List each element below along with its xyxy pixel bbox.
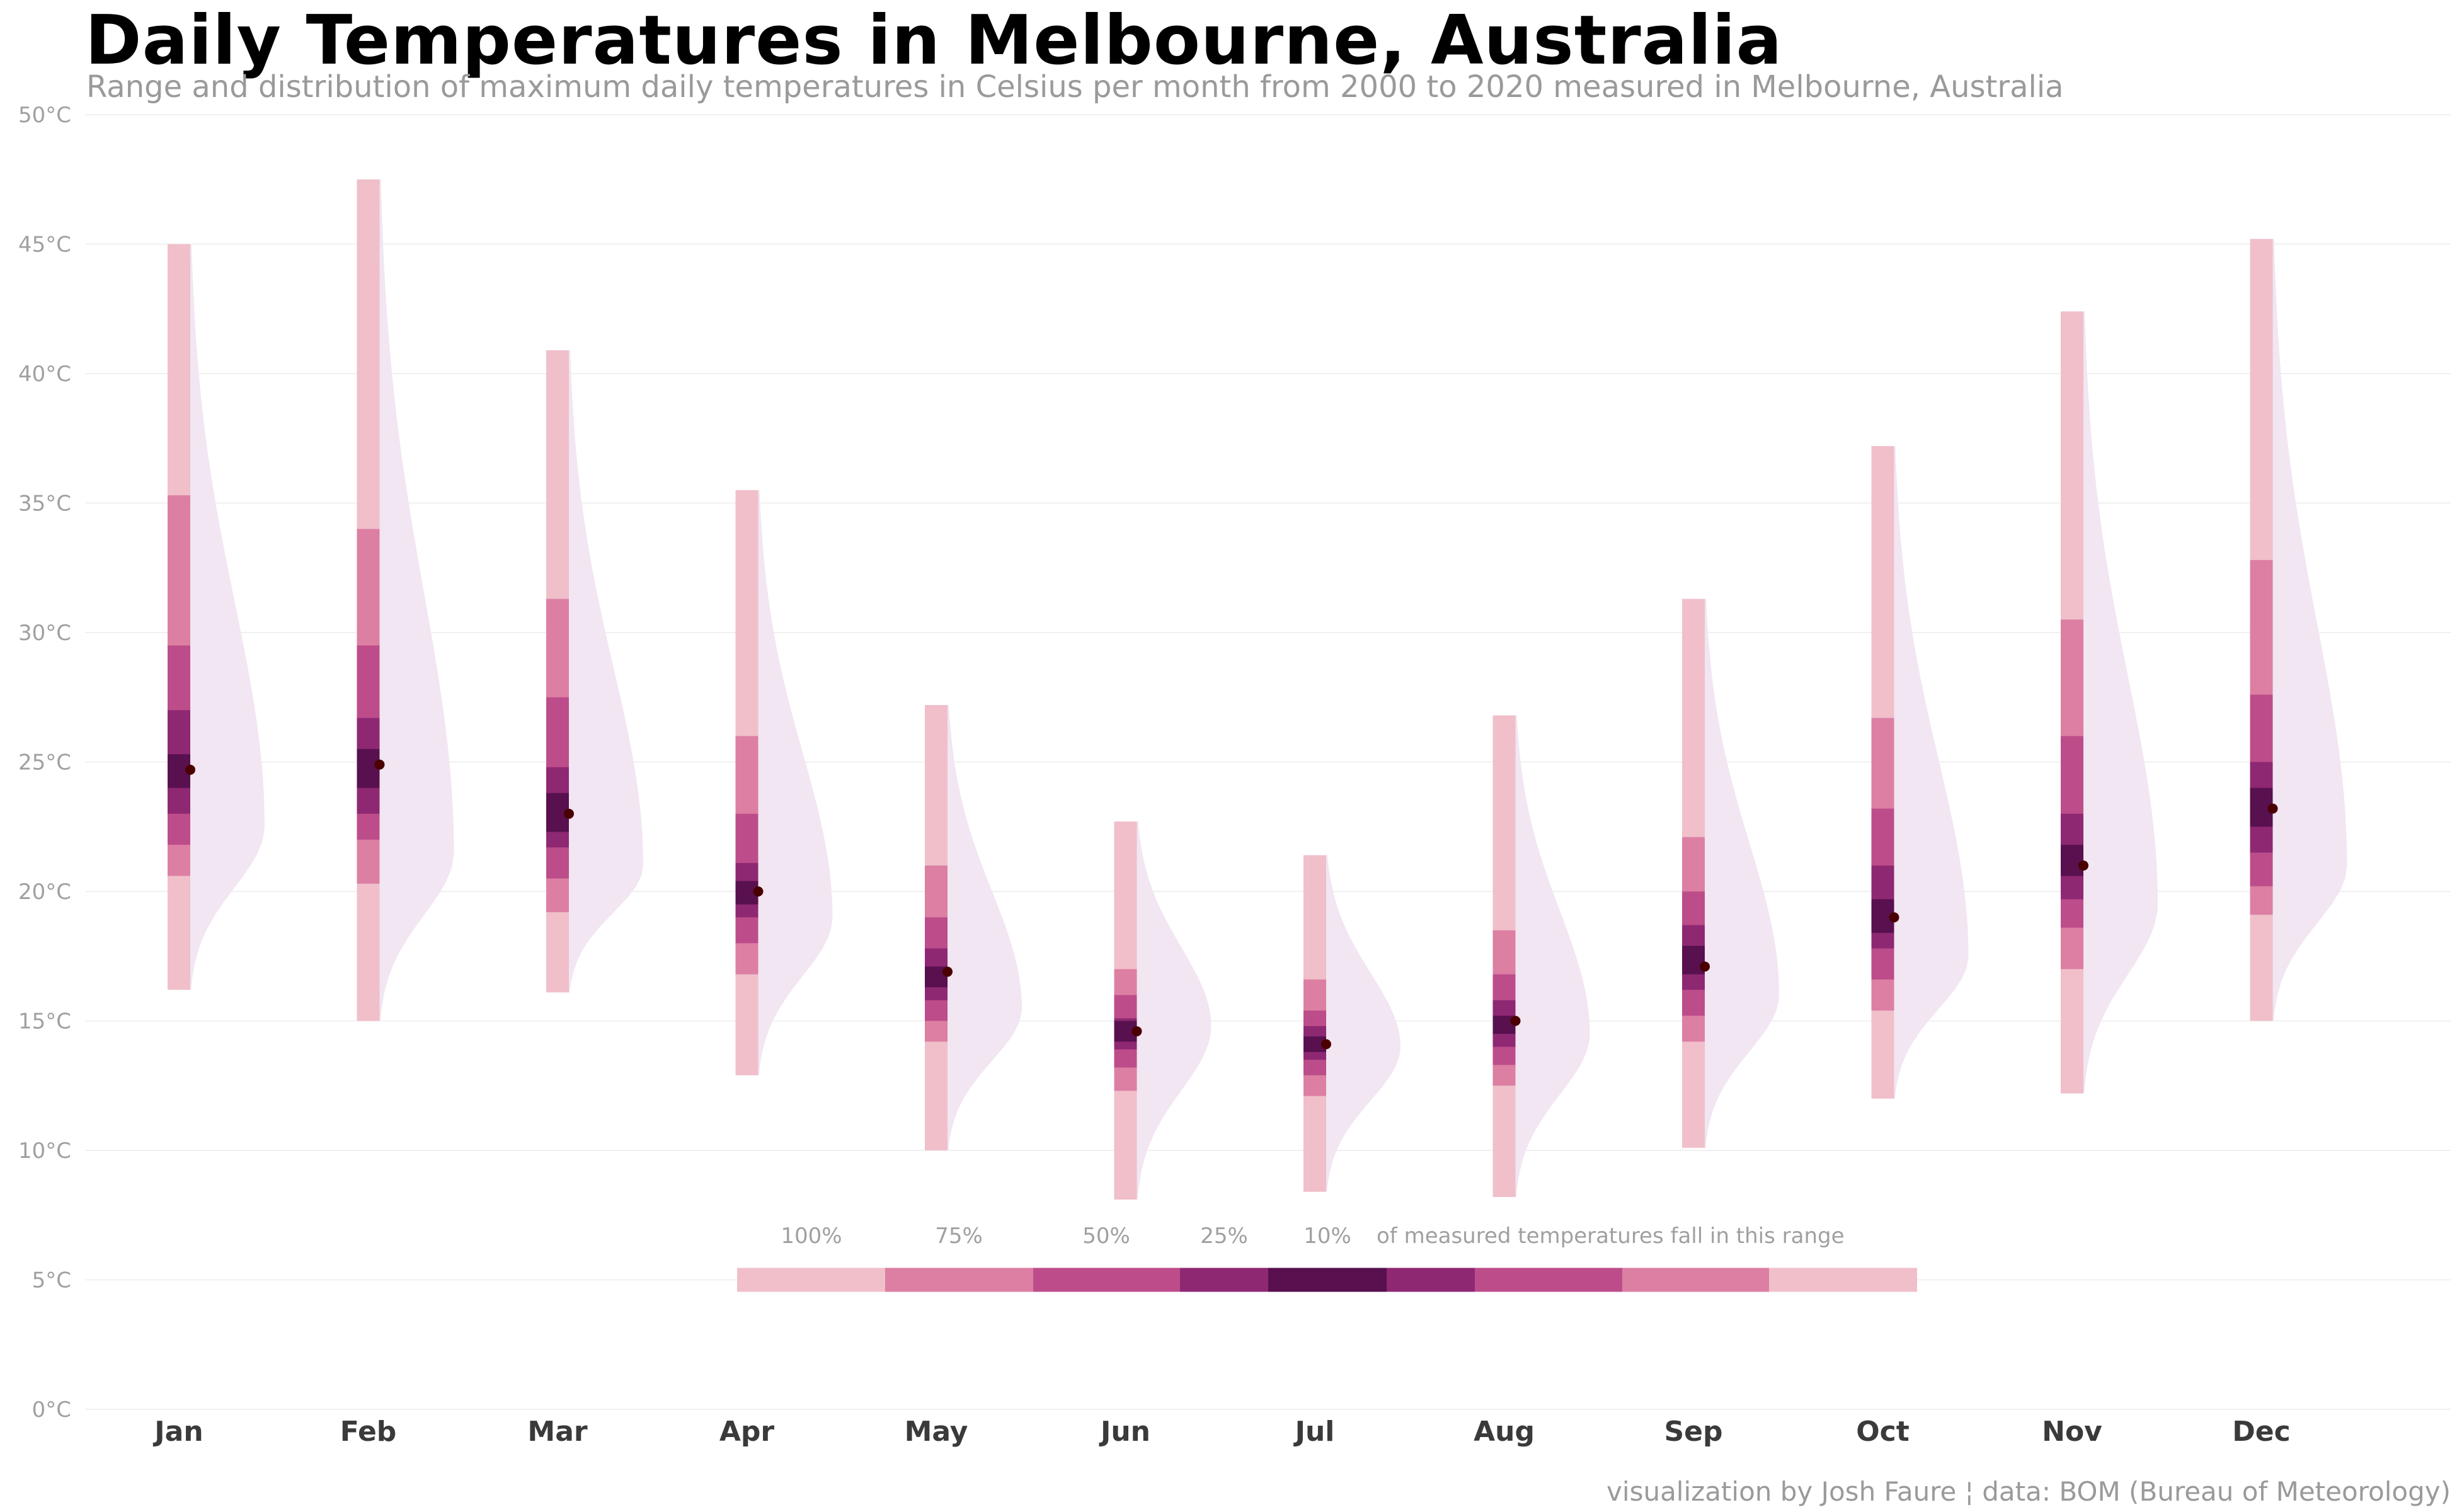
legend-label: 50% [1082, 1223, 1130, 1249]
median-point-dec [2267, 803, 2278, 814]
median-point-jan [185, 764, 195, 775]
x-tick-label: Jul [1293, 1416, 1335, 1448]
median-point-mar [564, 808, 574, 819]
chart-subtitle: Range and distribution of maximum daily … [86, 69, 2064, 105]
x-tick-label: Sep [1664, 1416, 1722, 1448]
y-tick-label: 20°C [18, 879, 71, 905]
x-tick-label: Aug [1474, 1416, 1535, 1448]
legend-swatch-100 [1769, 1268, 1917, 1292]
chart-title: Daily Temperatures in Melbourne, Austral… [85, 1, 1783, 80]
legend-swatch-75 [1622, 1268, 1769, 1292]
density-jan [189, 244, 265, 990]
interval-bar-feb-10 [357, 748, 380, 788]
median-layer [185, 759, 2278, 1050]
x-tick-label: Feb [340, 1416, 397, 1448]
y-tick-label: 35°C [18, 491, 71, 517]
density-sep [1704, 598, 1779, 1148]
density-may [946, 705, 1022, 1150]
legend-swatch-50 [1033, 1268, 1180, 1292]
y-tick-label: 30°C [18, 621, 71, 646]
legend-label: 100% [781, 1223, 842, 1249]
axis-layer: 0°C 5°C 10°C 15°C 20°C 25°C 30°C 35°C 40°C 45°C 50… [18, 103, 2291, 1448]
grid-layer [85, 114, 2451, 1410]
x-tick-label: Nov [2042, 1416, 2102, 1448]
density-oct [1893, 446, 1969, 1099]
median-point-sep [1700, 961, 1710, 972]
median-point-apr [753, 886, 764, 896]
median-point-jul [1321, 1039, 1331, 1050]
density-aug [1514, 715, 1590, 1197]
legend: 100% 75% 50% 25% 10% of measured temperatures… [737, 1223, 1917, 1292]
density-feb [378, 179, 454, 1021]
median-point-feb [374, 759, 385, 770]
legend-description: of measured temperatures fall in this ra… [1377, 1223, 1845, 1249]
median-point-oct [1889, 912, 1899, 923]
density-mar [568, 350, 643, 993]
y-tick-label: 15°C [18, 1009, 71, 1034]
density-dec [2271, 239, 2347, 1021]
y-tick-label: 25°C [18, 750, 71, 776]
median-point-aug [1510, 1016, 1521, 1026]
legend-swatch-50 [1475, 1268, 1622, 1292]
density-nov [2082, 311, 2158, 1094]
x-tick-label: Jan [152, 1416, 203, 1448]
median-point-nov [2078, 860, 2088, 871]
median-point-jun [1131, 1026, 1142, 1036]
x-tick-label: Mar [527, 1416, 587, 1448]
legend-swatch-25 [1387, 1268, 1475, 1292]
legend-label: 75% [935, 1223, 983, 1249]
x-tick-label: Jun [1099, 1416, 1150, 1448]
chart-caption: visualization by Josh Faure ¦ data: BOM … [1606, 1476, 2451, 1507]
y-tick-label: 45°C [18, 232, 71, 258]
x-tick-label: Apr [719, 1416, 775, 1448]
y-tick-label: 50°C [18, 103, 71, 128]
legend-swatch-100 [737, 1268, 885, 1292]
density-jun [1135, 822, 1211, 1200]
density-layer [189, 179, 2347, 1200]
density-apr [757, 490, 833, 1075]
density-jul [1325, 855, 1400, 1192]
y-tick-label: 0°C [32, 1397, 71, 1423]
legend-swatch-10 [1268, 1268, 1387, 1292]
x-tick-label: May [905, 1416, 968, 1448]
interval-layer [168, 179, 2273, 1200]
interval-bar-nov-10 [2061, 845, 2083, 876]
y-tick-label: 40°C [18, 362, 71, 387]
legend-swatch-75 [885, 1268, 1033, 1292]
y-tick-label: 10°C [18, 1138, 71, 1164]
x-tick-label: Oct [1856, 1416, 1910, 1448]
median-point-may [942, 966, 953, 977]
legend-swatch-25 [1180, 1268, 1268, 1292]
legend-label: 25% [1200, 1223, 1248, 1249]
x-tick-label: Dec [2232, 1416, 2290, 1448]
y-tick-label: 5°C [32, 1268, 71, 1293]
legend-label: 10% [1303, 1223, 1351, 1249]
